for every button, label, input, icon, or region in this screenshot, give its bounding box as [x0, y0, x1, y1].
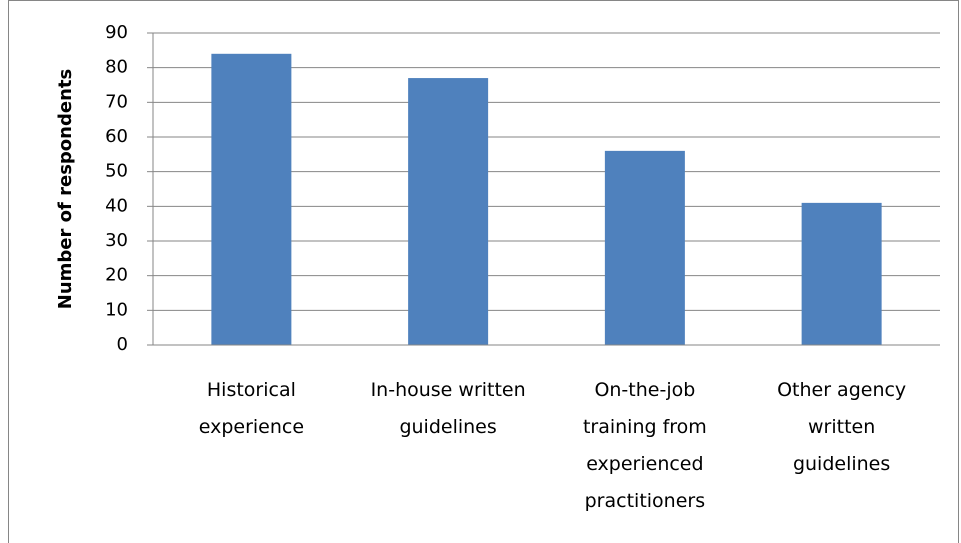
bar	[801, 202, 882, 345]
x-tick-label: Other agency written guidelines	[777, 379, 906, 475]
x-tick-label: In-house written guidelines	[371, 379, 526, 438]
x-tick-label: On-the-job training from experienced practi…	[583, 379, 707, 512]
y-tick-label: 30	[105, 230, 128, 251]
y-tick-label: 40	[105, 195, 128, 216]
bar	[408, 78, 489, 346]
y-tick-label: 70	[105, 91, 128, 112]
y-tick-label: 90	[105, 22, 128, 43]
y-tick-label: 0	[117, 334, 128, 355]
chart-frame	[8, 0, 959, 543]
y-tick-label: 80	[105, 57, 128, 78]
y-axis-label: Number of respondents	[55, 69, 76, 309]
y-tick-label: 60	[105, 126, 128, 147]
bar	[604, 150, 685, 345]
x-tick-label: Historical experience	[199, 379, 304, 438]
bar	[211, 53, 292, 346]
y-tick-label: 20	[105, 265, 128, 286]
y-tick-label: 50	[105, 161, 128, 182]
y-tick-label: 10	[105, 299, 128, 320]
